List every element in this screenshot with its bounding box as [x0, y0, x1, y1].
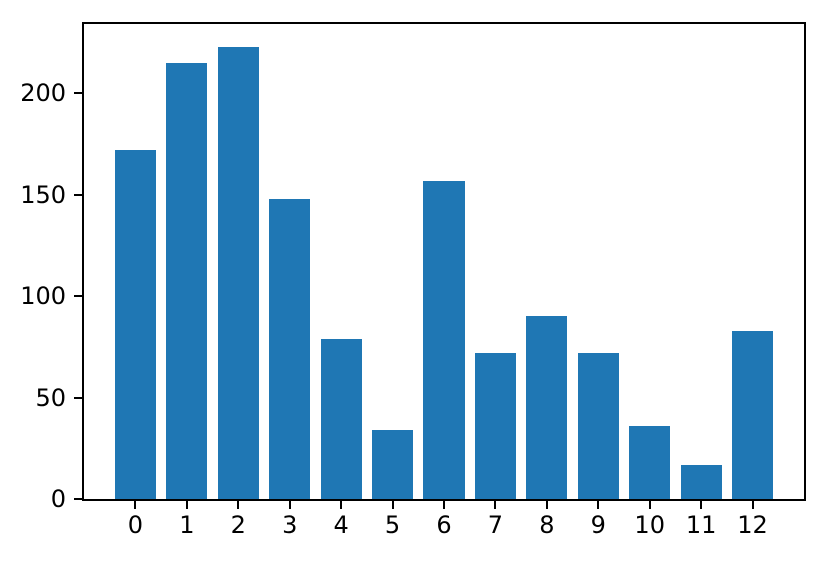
y-tick-mark [74, 193, 82, 196]
x-tick-mark [751, 501, 754, 509]
bar [474, 353, 516, 499]
plot-area [82, 22, 806, 501]
x-tick-label: 8 [539, 511, 555, 539]
y-tick-label: 50 [35, 383, 66, 412]
x-tick-label: 6 [436, 511, 452, 539]
x-tick-label: 1 [179, 511, 195, 539]
x-tick-label: 9 [590, 511, 606, 539]
x-tick-label: 10 [634, 511, 665, 539]
bar [166, 63, 208, 499]
bar [526, 316, 568, 499]
x-tick-mark [494, 501, 497, 509]
bar [372, 430, 414, 499]
x-tick-mark [134, 501, 137, 509]
x-tick-mark [597, 501, 600, 509]
x-tick-label: 11 [685, 511, 717, 539]
x-tick-mark [700, 501, 703, 509]
y-tick-label: 150 [20, 180, 66, 209]
x-tick-label: 12 [737, 511, 768, 539]
x-tick-mark [391, 501, 394, 509]
x-tick-mark [648, 501, 651, 509]
x-tick-mark [340, 501, 343, 509]
bar [217, 47, 259, 499]
x-tick-label: 5 [384, 511, 401, 539]
y-tick-label: 100 [20, 282, 66, 311]
x-tick-label: 2 [230, 511, 246, 539]
x-tick-label: 7 [487, 511, 504, 539]
x-tick-mark [288, 501, 291, 509]
x-tick-mark [545, 501, 548, 509]
y-tick-mark [74, 498, 82, 500]
bar [577, 353, 619, 499]
y-tick-mark [74, 396, 82, 399]
x-tick-label: 0 [127, 511, 144, 539]
bar [269, 199, 311, 499]
bar [114, 150, 156, 499]
x-tick-mark [237, 501, 240, 509]
bar [680, 465, 722, 499]
x-tick-label: 3 [282, 511, 298, 539]
y-tick-label: 0 [50, 485, 66, 513]
bar [320, 339, 362, 499]
y-tick-mark [74, 92, 82, 95]
bar [423, 181, 465, 499]
x-tick-mark [185, 501, 188, 509]
bar [732, 331, 774, 499]
y-tick-mark [74, 295, 82, 298]
bar [629, 426, 671, 499]
x-tick-label: 4 [333, 511, 349, 539]
y-tick-label: 200 [20, 79, 66, 108]
x-tick-mark [443, 501, 445, 509]
